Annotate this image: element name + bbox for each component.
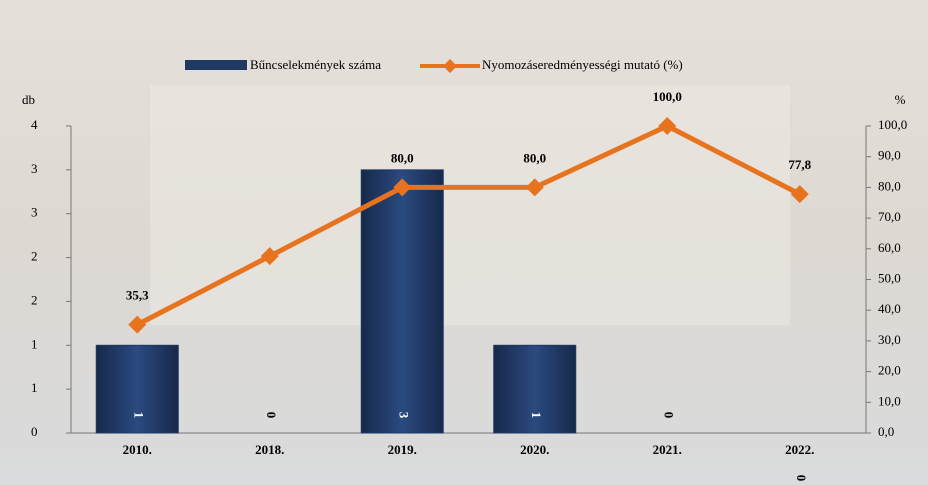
x-tick-label: 2018. xyxy=(255,442,284,457)
y-tick-label: 1 xyxy=(31,336,38,351)
y2-axis-label: % xyxy=(895,92,906,107)
y-tick-label: 1 xyxy=(31,380,38,395)
line-value-label: 100,0 xyxy=(653,89,682,104)
y2-tick-label: 80,0 xyxy=(878,178,901,193)
y2-tick-label: 60,0 xyxy=(878,240,901,255)
y-tick-label: 0 xyxy=(31,424,38,439)
line-value-label: 77,8 xyxy=(788,157,811,172)
bar-value-label: 1 xyxy=(529,412,544,419)
y2-tick-label: 70,0 xyxy=(878,209,901,224)
bar xyxy=(361,170,443,433)
y2-tick-label: 30,0 xyxy=(878,332,901,347)
y-tick-label: 3 xyxy=(31,161,38,176)
y2-tick-label: 40,0 xyxy=(878,301,901,316)
y2-tick-label: 10,0 xyxy=(878,393,901,408)
bar-value-label: 3 xyxy=(396,412,411,419)
line-value-label: 80,0 xyxy=(523,150,546,165)
line-value-label: 80,0 xyxy=(391,150,414,165)
y-tick-label: 2 xyxy=(31,249,38,264)
y2-tick-label: 50,0 xyxy=(878,270,901,285)
y-tick-label: 2 xyxy=(31,292,38,307)
bar-value-label: 1 xyxy=(131,412,146,419)
x-tick-label: 2010. xyxy=(123,442,152,457)
x-tick-label: 2020. xyxy=(520,442,549,457)
legend-swatch xyxy=(185,60,247,70)
y2-tick-label: 0,0 xyxy=(878,424,894,439)
bar xyxy=(96,345,178,433)
legend-label: Bűncselekmények száma xyxy=(250,57,381,72)
y2-tick-label: 90,0 xyxy=(878,148,901,163)
legend-label: Nyomozáseredményességi mutató (%) xyxy=(482,57,683,72)
building-shape xyxy=(150,85,790,325)
bar-value-label: 0 xyxy=(661,412,676,419)
bar-value-label: 0 xyxy=(794,475,809,482)
line-value-label: 35,3 xyxy=(126,288,149,303)
x-tick-label: 2019. xyxy=(388,442,417,457)
chart: db % 011223340,010,020,030,040,050,060,0… xyxy=(0,0,928,485)
x-tick-label: 2022. xyxy=(785,442,814,457)
y-axis-label: db xyxy=(22,92,35,107)
y-tick-label: 4 xyxy=(31,117,38,132)
y2-tick-label: 20,0 xyxy=(878,363,901,378)
x-tick-label: 2021. xyxy=(653,442,682,457)
bar-value-label: 0 xyxy=(264,412,279,419)
y2-tick-label: 100,0 xyxy=(878,117,907,132)
bar xyxy=(494,345,576,433)
y-tick-label: 3 xyxy=(31,205,38,220)
